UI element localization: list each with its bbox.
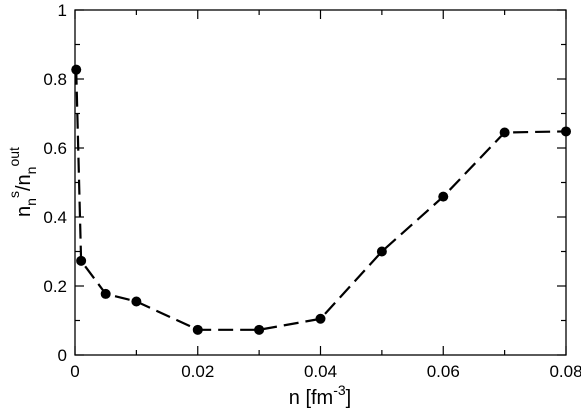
y-axis-title: nns/nnout	[6, 147, 39, 217]
x-tick-label: 0.02	[181, 362, 214, 381]
data-point	[71, 64, 82, 75]
axis-ticks	[74, 9, 567, 356]
y-tick-label: 1	[58, 1, 67, 20]
y-tick-label: 0.8	[43, 70, 67, 89]
data-point	[376, 246, 387, 257]
data-point	[499, 127, 510, 138]
data-points	[71, 64, 571, 335]
data-point	[315, 313, 326, 324]
plot-frame	[74, 9, 567, 356]
y-tick-label: 0	[58, 346, 67, 365]
data-point	[131, 296, 142, 307]
data-point	[561, 126, 571, 137]
x-tick-label: 0.04	[304, 362, 337, 381]
x-tick-label: 0	[70, 362, 79, 381]
series-line	[75, 69, 567, 331]
data-point	[100, 288, 111, 299]
y-tick-label: 0.2	[43, 277, 67, 296]
x-axis-title: n [fm-3]	[289, 382, 351, 409]
x-tick-label: 0.08	[549, 362, 581, 381]
y-tick-label: 0.4	[43, 208, 67, 227]
data-point	[438, 191, 449, 202]
data-point	[192, 324, 203, 335]
data-point	[76, 255, 87, 266]
tick-labels: 0 0.02 0.04 0.06 0.08 0 0.2 0.4 0.6 0.8 1	[43, 1, 581, 381]
data-point	[254, 324, 265, 335]
x-tick-label: 0.06	[427, 362, 460, 381]
y-tick-label: 0.6	[43, 139, 67, 158]
